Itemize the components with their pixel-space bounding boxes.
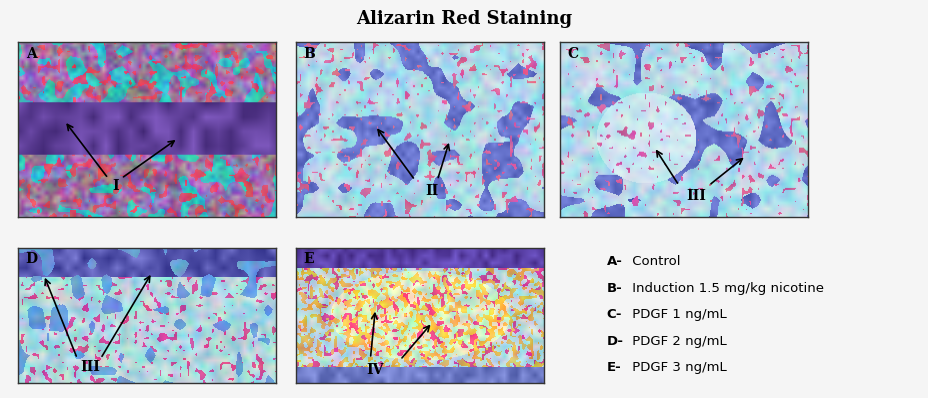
Text: E-: E- — [606, 361, 621, 375]
Text: PDGF 1 ng/mL: PDGF 1 ng/mL — [627, 308, 726, 321]
Text: A-: A- — [606, 255, 622, 268]
Text: III: III — [80, 360, 100, 374]
Text: Induction 1.5 mg/kg nicotine: Induction 1.5 mg/kg nicotine — [627, 282, 823, 295]
Text: PDGF 3 ng/mL: PDGF 3 ng/mL — [627, 361, 726, 375]
Text: D: D — [26, 252, 38, 266]
Text: IV: IV — [367, 363, 383, 377]
Text: E: E — [303, 252, 314, 266]
Text: A: A — [26, 47, 36, 61]
Text: PDGF 2 ng/mL: PDGF 2 ng/mL — [627, 335, 726, 348]
Text: II: II — [425, 184, 439, 198]
Text: C: C — [567, 47, 578, 61]
Text: D-: D- — [606, 335, 623, 348]
Text: Control: Control — [627, 255, 679, 268]
Text: C-: C- — [606, 308, 622, 321]
Text: III: III — [686, 189, 705, 203]
Text: Alizarin Red Staining: Alizarin Red Staining — [356, 10, 572, 28]
Text: I: I — [112, 178, 119, 193]
Text: B: B — [303, 47, 315, 61]
Text: B-: B- — [606, 282, 622, 295]
